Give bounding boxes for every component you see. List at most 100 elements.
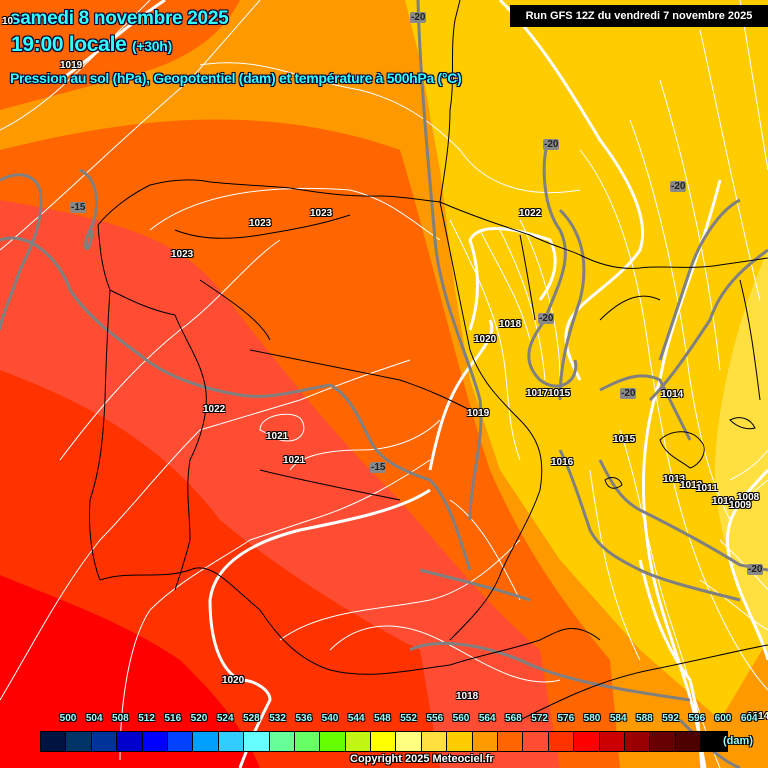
pressure-label: 1020 <box>474 334 497 345</box>
colorbar-swatch <box>41 732 67 751</box>
pressure-label: 1021 <box>283 455 306 466</box>
colorbar-unit: (dam) <box>723 735 753 747</box>
pressure-label: 1021 <box>266 431 289 442</box>
pressure-label: 1014 <box>661 389 684 400</box>
colorbar-tick-label: 588 <box>636 713 653 724</box>
pressure-label: 1022 <box>519 208 542 219</box>
colorbar-swatch <box>91 732 118 751</box>
colorbar-swatch <box>624 732 651 751</box>
colorbar-swatch <box>218 732 245 751</box>
colorbar-tick-label: 540 <box>321 713 339 724</box>
colorbar-swatch <box>675 732 702 751</box>
colorbar-tick-label: 580 <box>583 713 601 724</box>
colorbar-tick-label: 572 <box>531 713 548 724</box>
colorbar-tick-label: 500 <box>59 713 77 724</box>
forecast-date: samedi 8 novembre 2025 <box>10 8 229 29</box>
forecast-local-time: 19:00 locale <box>11 33 127 56</box>
colorbar-tick-label: 592 <box>662 713 679 724</box>
run-banner: Run GFS 12Z du vendredi 7 novembre 2025 <box>510 5 768 27</box>
colorbar-tick-label: 552 <box>400 713 417 724</box>
colorbar-tick-label: 516 <box>164 713 182 724</box>
colorbar-tick-label: 532 <box>269 713 286 724</box>
pressure-label: 1016 <box>551 457 574 468</box>
forecast-time: 19:00 locale (+30h) <box>11 33 172 57</box>
colorbar-swatch <box>294 732 321 751</box>
pressure-label: 1020 <box>222 675 245 686</box>
colorbar-tick-label: 560 <box>452 713 470 724</box>
pressure-label: 1015 <box>548 388 571 399</box>
pressure-label: 1015 <box>613 434 636 445</box>
temperature-label: -20 <box>543 139 560 150</box>
pressure-label: 1011 <box>696 483 718 494</box>
colorbar-tick-label: 528 <box>243 713 260 724</box>
coastlines <box>89 0 768 721</box>
pressure-label: 1018 <box>456 691 479 702</box>
colorbar-swatch <box>498 732 524 751</box>
colorbar-swatch <box>244 732 270 751</box>
temperature-label: -15 <box>70 202 87 213</box>
pressure-label: 1023 <box>171 249 194 260</box>
colorbar-tick-label: 512 <box>138 713 155 724</box>
temperature-label: -20 <box>670 181 687 192</box>
colorbar-tick-label: 544 <box>347 713 365 724</box>
pressure-label: 1019 <box>60 60 83 71</box>
colorbar-swatch <box>650 732 676 751</box>
colorbar-tick-label: 556 <box>426 713 444 724</box>
colorbar-swatch <box>66 732 92 751</box>
colorbar-tick-label: 596 <box>688 713 706 724</box>
pressure-label: 1017 <box>526 388 549 399</box>
colorbar-tick-label: 536 <box>295 713 313 724</box>
pressure-label: 1009 <box>729 500 752 511</box>
colorbar-swatch <box>320 732 346 751</box>
colorbar-tick-label: 568 <box>505 713 522 724</box>
colorbar-tick-label: 548 <box>374 713 391 724</box>
copyright: Copyright 2025 Meteociel.fr <box>350 753 494 765</box>
forecast-lead-time: (+30h) <box>132 38 172 54</box>
pressure-label: 1018 <box>499 319 522 330</box>
colorbar-swatch <box>345 732 372 751</box>
pressure-label: 1022 <box>203 404 226 415</box>
colorbar-tick-label: 504 <box>85 713 103 724</box>
colorbar-swatch <box>701 732 727 751</box>
temperature-label: -15 <box>370 462 387 473</box>
pressure-label: 1013 <box>663 474 686 485</box>
colorbar-swatch <box>548 732 575 751</box>
temperature-label: -20 <box>538 313 555 324</box>
colorbar-swatch <box>574 732 600 751</box>
colorbar-swatch <box>396 732 422 751</box>
pressure-label: 1023 <box>249 218 272 229</box>
pressure-label: 1014 <box>747 711 768 722</box>
colorbar-swatch <box>421 732 448 751</box>
colorbar-tick-label: 604 <box>740 713 758 724</box>
colorbar <box>40 731 728 752</box>
colorbar-swatch <box>371 732 397 751</box>
pressure-label: 1012 <box>680 480 703 491</box>
colorbar-swatch <box>447 732 473 751</box>
colorbar-tick-label: 520 <box>190 713 208 724</box>
colorbar-swatch <box>269 732 295 751</box>
pressure-label: 1010 <box>712 496 735 507</box>
pressure-label: 1019 <box>467 408 490 419</box>
colorbar-tick-label: 564 <box>478 713 496 724</box>
pressure-label: 10 <box>2 16 14 27</box>
pressure-label: 1023 <box>310 208 333 219</box>
colorbar-swatch <box>599 732 625 751</box>
colorbar-tick-label: 584 <box>609 713 627 724</box>
colorbar-tick-label: 600 <box>714 713 732 724</box>
colorbar-tick-label: 524 <box>216 713 234 724</box>
temperature-label: -20 <box>410 12 427 23</box>
temperature-label: -20 <box>620 388 637 399</box>
temperature-label: -20 <box>747 564 764 575</box>
colorbar-swatch <box>193 732 219 751</box>
colorbar-swatch <box>523 732 549 751</box>
colorbar-swatch <box>117 732 143 751</box>
colorbar-swatch <box>142 732 168 751</box>
colorbar-tick-label: 576 <box>557 713 575 724</box>
colorbar-tick-label: 508 <box>112 713 129 724</box>
map-description: Pression au sol (hPa), Geopotentiel (dam… <box>10 70 462 86</box>
colorbar-swatch <box>472 732 499 751</box>
